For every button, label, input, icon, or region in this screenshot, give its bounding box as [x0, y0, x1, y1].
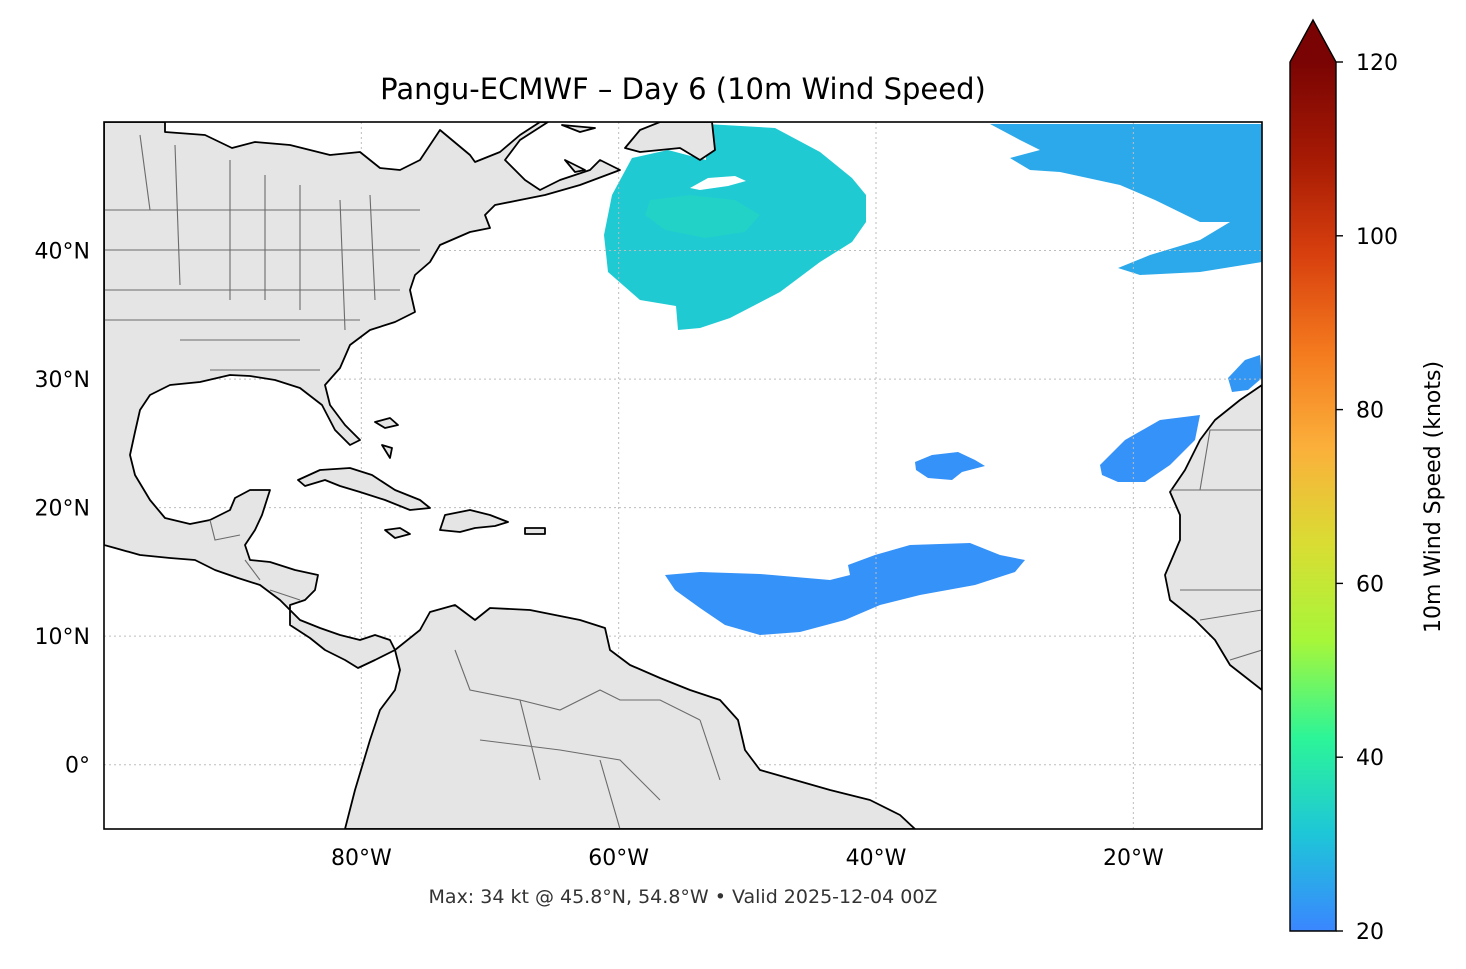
x-tick-label: 20°W — [1103, 846, 1164, 871]
wind-region-azores-patch — [1228, 355, 1262, 392]
land-north-america — [104, 122, 621, 669]
colorbar-outline — [1289, 18, 1337, 932]
colorbar-tick-label: 80 — [1356, 399, 1384, 424]
colorbar-tick-label: 120 — [1356, 51, 1398, 76]
land-newfoundland — [624, 122, 716, 161]
y-tick-label: 0° — [65, 754, 90, 779]
x-axis-ticks: 80°W 60°W 40°W 20°W — [331, 846, 1164, 871]
gridlines — [104, 122, 1262, 829]
x-tick-label: 60°W — [588, 846, 649, 871]
political-borders — [104, 134, 1262, 829]
colorbar-label: 10m Wind Speed (knots) — [1421, 361, 1446, 633]
y-tick-label: 40°N — [35, 240, 90, 265]
land-south-america — [344, 604, 916, 829]
x-tick-label: 80°W — [331, 846, 392, 871]
y-tick-label: 10°N — [35, 625, 90, 650]
map-title: Pangu-ECMWF – Day 6 (10m Wind Speed) — [380, 72, 986, 106]
max-wind-footer: Max: 34 kt @ 45.8°N, 54.8°W • Valid 2025… — [429, 886, 938, 908]
map-frame — [103, 121, 1263, 830]
land-nova-scotia-islands — [561, 124, 596, 173]
colorbar-ticks: 20 40 60 80 100 120 — [1336, 51, 1398, 945]
land-puerto-rico — [524, 527, 546, 535]
x-tick-label: 40°W — [846, 846, 907, 871]
colorbar-tick-label: 60 — [1356, 572, 1384, 597]
wind-region-northeast-jet — [990, 124, 1262, 275]
y-tick-label: 30°N — [35, 368, 90, 393]
land-cuba — [297, 467, 431, 511]
y-tick-label: 20°N — [35, 497, 90, 522]
wind-region-central-atlantic-patch — [915, 452, 985, 480]
land-bahamas — [374, 417, 399, 459]
colorbar-extend-arrow — [1290, 20, 1336, 62]
wind-region-canary-patch — [1100, 415, 1200, 482]
colorbar-tick-label: 100 — [1356, 225, 1398, 250]
wind-field — [270, 124, 1262, 635]
colorbar-tick-label: 40 — [1356, 746, 1384, 771]
wind-region-trade-wind-band — [665, 543, 1025, 635]
y-axis-ticks: 40°N 30°N 20°N 10°N 0° — [35, 240, 90, 779]
colorbar-tick-label: 20 — [1356, 920, 1384, 945]
wind-region-newfoundland-core — [645, 195, 760, 238]
land-hispaniola — [439, 509, 509, 533]
land-jamaica — [384, 527, 411, 539]
colorbar: 20 40 60 80 100 120 10m Wind Speed (knots) — [1289, 18, 1446, 945]
colorbar-ramp — [1290, 62, 1336, 931]
